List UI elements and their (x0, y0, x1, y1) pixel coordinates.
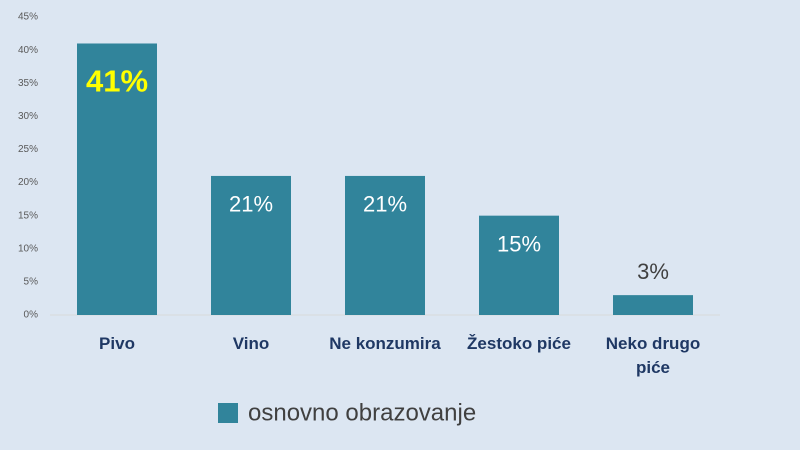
bar (479, 215, 559, 315)
value-label: 21% (363, 192, 407, 217)
value-label: 15% (497, 231, 541, 256)
y-tick-label: 40% (18, 45, 38, 56)
y-tick-label: 25% (18, 144, 38, 155)
bar (211, 175, 291, 315)
x-tick-label: Žestoko piće (467, 334, 571, 353)
y-tick-label: 30% (18, 111, 38, 122)
x-tick-label: Vino (232, 334, 270, 353)
bar (77, 43, 157, 315)
y-tick-label: 20% (18, 177, 38, 188)
legend-label: osnovno obrazovanje (248, 399, 476, 426)
bar (613, 295, 693, 315)
value-label: 3% (637, 259, 669, 284)
x-tick-label: Pivo (99, 334, 135, 353)
value-label: 41% (86, 64, 148, 99)
y-tick-label: 5% (24, 277, 39, 288)
y-tick-label: 45% (18, 12, 38, 23)
y-tick-label: 35% (18, 78, 38, 89)
y-tick-label: 15% (18, 210, 38, 221)
value-label: 21% (229, 192, 273, 217)
legend-swatch (218, 403, 238, 423)
y-tick-label: 10% (18, 243, 38, 254)
x-tick-label: Ne konzumira (329, 334, 441, 353)
x-tick-label: Neko drugo piće (605, 334, 701, 377)
y-tick-label: 0% (24, 310, 39, 321)
bar (345, 175, 425, 315)
